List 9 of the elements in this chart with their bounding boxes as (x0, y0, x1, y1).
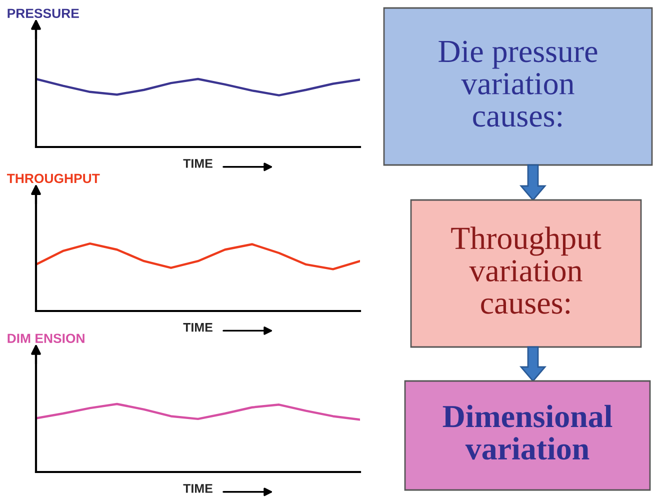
chart-title: DIM ENSION (8, 334, 84, 344)
text: Dimensional variation (442, 404, 612, 460)
x-axis-title: TIME (183, 484, 212, 493)
text: Throughput variation causes: (451, 226, 602, 314)
x-axis-title: TIME (183, 159, 212, 168)
text: Die pressure variation causes: (438, 40, 598, 127)
chart-title: PRESSURE (8, 8, 79, 18)
chart-title: THROUGHPUT (6, 174, 100, 184)
x-axis-title: TIME (183, 323, 212, 332)
